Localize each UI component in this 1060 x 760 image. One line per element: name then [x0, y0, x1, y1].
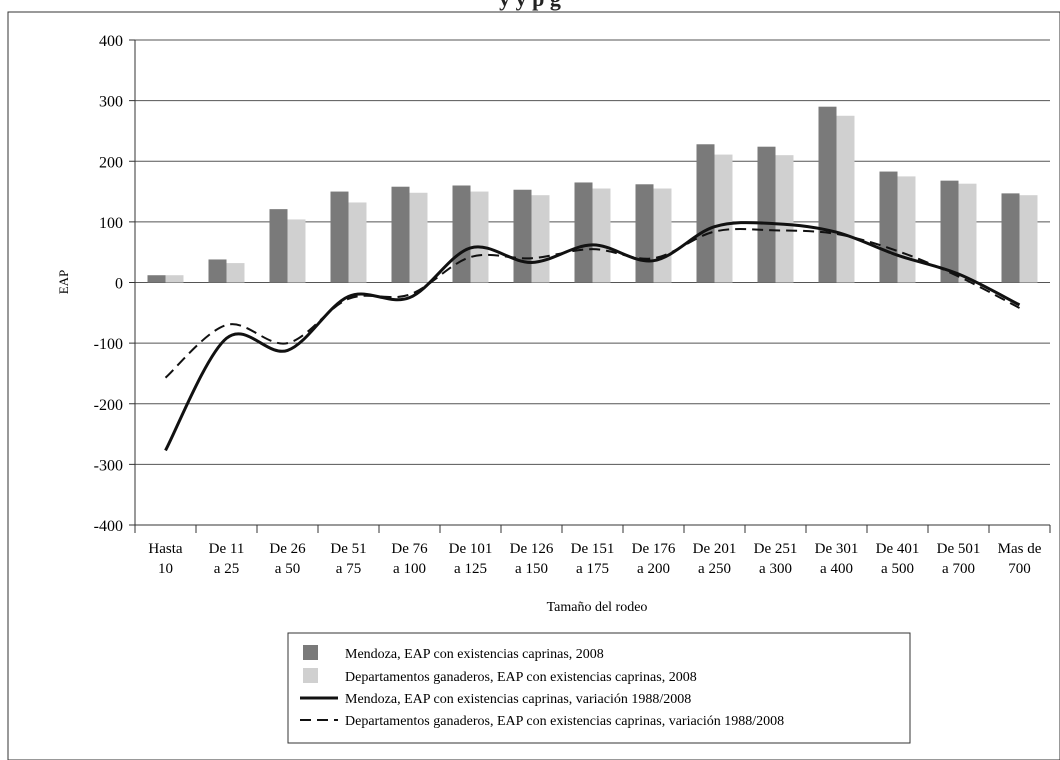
legend-swatch-bar [303, 668, 318, 683]
bar-departamentos [897, 176, 916, 283]
x-tick-label: a 200 [637, 561, 670, 577]
y-tick-label: -400 [94, 518, 123, 535]
x-tick-label: a 500 [881, 561, 914, 577]
x-tick-label: De 76 [391, 541, 428, 557]
y-tick-label: 200 [99, 154, 123, 171]
bar-departamentos [958, 183, 977, 283]
bar-mendoza [757, 146, 776, 283]
bar-mendoza [513, 189, 532, 283]
bar-departamentos [1019, 195, 1038, 283]
axes: 400 300 200 100 0 -100 -200 -300 -400 Hasta 10 De 1… [94, 33, 1051, 577]
legend-label: Departamentos ganaderos, EAP con existen… [345, 714, 784, 729]
bar-departamentos [775, 155, 794, 283]
x-tick-label: Mas de [998, 541, 1042, 557]
y-tick-label: 400 [99, 33, 123, 50]
x-tick-label: a 300 [759, 561, 792, 577]
x-tick-label: De 51 [330, 541, 366, 557]
x-tick-label: De 251 [754, 541, 798, 557]
bar-departamentos [226, 263, 245, 283]
legend-swatch-bar [303, 645, 318, 660]
bar-departamentos [287, 219, 306, 283]
x-tick-label: a 700 [942, 561, 975, 577]
x-tick-label: a 25 [214, 561, 239, 577]
x-tick-label: a 50 [275, 561, 300, 577]
x-tick-label: De 201 [693, 541, 737, 557]
y-tick-label: 100 [99, 215, 123, 232]
x-tick-label: Hasta [148, 541, 182, 557]
bar-mendoza [940, 180, 959, 283]
x-tick-label: a 400 [820, 561, 853, 577]
bar-mendoza [147, 275, 166, 283]
bar-mendoza [574, 182, 593, 283]
lines [164, 221, 1021, 452]
bar-departamentos [836, 115, 855, 283]
bar-mendoza [879, 171, 898, 283]
bar-mendoza [635, 184, 654, 283]
x-tick-label: De 11 [209, 541, 245, 557]
legend-label: Mendoza, EAP con existencias caprinas, 2… [345, 647, 604, 662]
bar-departamentos [409, 192, 428, 283]
y-tick-label: 300 [99, 94, 123, 111]
figure-frame [7, 11, 1060, 760]
y-tick-label: -200 [94, 397, 123, 414]
y-tick-label: 0 [115, 276, 123, 293]
x-tick-label: De 151 [571, 541, 615, 557]
line-departamentos-variacion [164, 228, 1020, 379]
bar-departamentos [592, 188, 611, 283]
legend-label: Mendoza, EAP con existencias caprinas, v… [345, 692, 691, 707]
legend-label: Departamentos ganaderos, EAP con existen… [345, 670, 697, 685]
x-tick-label: De 26 [269, 541, 306, 557]
x-tick-label: a 150 [515, 561, 548, 577]
x-tick-label: a 125 [454, 561, 487, 577]
bar-mendoza [391, 186, 410, 283]
y-axis-label: EAP [56, 270, 71, 295]
chart-title: y y p g [0, 0, 1060, 14]
bar-mendoza [696, 144, 715, 283]
bar-mendoza [330, 191, 349, 283]
legend: Mendoza, EAP con existencias caprinas, 2… [287, 632, 911, 744]
bar-mendoza [1001, 193, 1020, 283]
bar-departamentos [653, 188, 672, 283]
bar-mendoza [452, 185, 471, 283]
bar-departamentos [531, 195, 550, 283]
x-tick-label: De 126 [510, 541, 554, 557]
y-tick-label: -300 [94, 457, 123, 474]
bar-mendoza [208, 259, 227, 283]
x-tick-label: a 75 [336, 561, 361, 577]
bar-departamentos [470, 191, 489, 283]
y-tick-label: -100 [94, 336, 123, 353]
bar-departamentos [165, 275, 184, 283]
x-tick-label: a 100 [393, 561, 426, 577]
x-tick-label: De 301 [815, 541, 859, 557]
legend-box [287, 632, 911, 744]
x-tick-label: a 250 [698, 561, 731, 577]
x-tick-label: 700 [1008, 561, 1031, 577]
x-tick-label: De 101 [449, 541, 493, 557]
x-tick-label: 10 [158, 561, 173, 577]
x-tick-label: a 175 [576, 561, 609, 577]
bar-mendoza [269, 209, 288, 283]
bar-departamentos [714, 154, 733, 283]
x-axis-label: Tamaño del rodeo [547, 600, 648, 615]
bar-mendoza [818, 106, 837, 283]
line-mendoza-variacion [164, 221, 1021, 452]
x-tick-label: De 176 [632, 541, 676, 557]
x-tick-label: De 501 [937, 541, 981, 557]
x-tick-label: De 401 [876, 541, 920, 557]
bar-departamentos [348, 202, 367, 283]
